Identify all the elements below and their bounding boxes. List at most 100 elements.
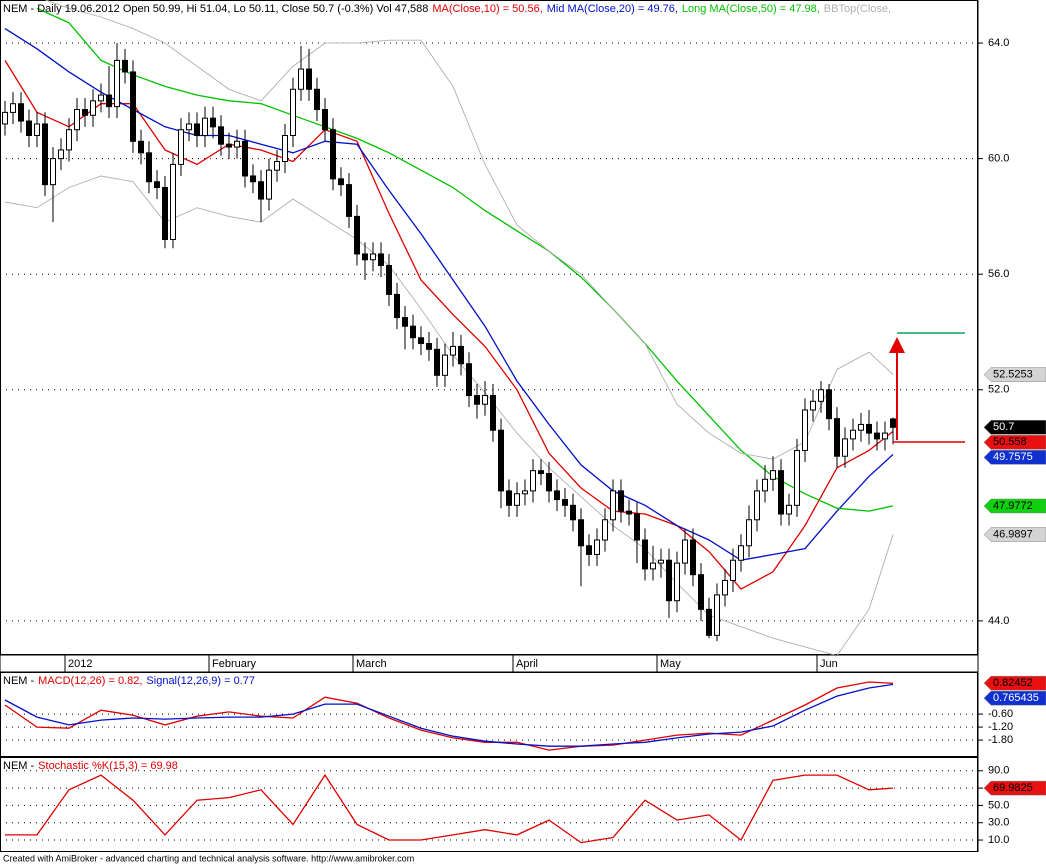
legend-entry: BBTop(Close, [824, 3, 891, 15]
series-line [5, 773, 894, 844]
candle-body [554, 490, 560, 501]
candle-body [890, 418, 896, 428]
candle-body [826, 389, 832, 420]
value-tag: 0.765435 [983, 690, 1046, 706]
candle-body [330, 129, 336, 180]
pane-title: NEM - [3, 760, 35, 772]
value-tag-label: 49.7575 [993, 451, 1033, 463]
legend-entry: Long MA(Close,50) = 47.98, [682, 3, 820, 15]
y-tick-label: -0.60 [988, 708, 1013, 720]
value-tag-box [983, 675, 1046, 691]
candle-body [418, 337, 424, 345]
y-tick-label: -1.80 [988, 734, 1013, 746]
candle-body [794, 449, 800, 506]
candle-body [466, 363, 472, 397]
candle-body [506, 490, 512, 506]
candle-body [834, 418, 840, 457]
candle-body [442, 354, 448, 376]
x-tick-label: April [516, 658, 538, 670]
pane-legend: NEM - Stochastic %K(15,3) = 69.98 [3, 760, 178, 772]
candle-body [522, 490, 528, 495]
candle-body [10, 103, 16, 113]
value-tag-box [983, 420, 1046, 435]
candle-body [186, 123, 192, 131]
candle-body [546, 473, 552, 492]
candle-body [58, 149, 64, 160]
value-tag: 50.558 [983, 435, 1046, 450]
legend-entry: Signal(12,26,9) = 0.77 [146, 675, 255, 687]
candle-body [202, 117, 208, 137]
candle-body [690, 539, 696, 576]
candle-body [762, 478, 768, 492]
candle-body [754, 490, 760, 521]
candle-body [178, 129, 184, 165]
candle-body [474, 395, 480, 405]
value-tag: 50.7 [983, 420, 1046, 435]
value-tag: 69.9825 [983, 780, 1046, 796]
x-tick-label: Jun [820, 658, 838, 670]
candle-body [842, 438, 848, 457]
value-tag-label: 50.558 [993, 436, 1027, 448]
y-tick-label: 52.0 [988, 384, 1009, 396]
candle-body [314, 88, 320, 111]
candle-body [298, 68, 304, 90]
value-tag-label: 46.9897 [993, 528, 1033, 540]
candle-body [658, 559, 664, 564]
value-tag-label: 0.765435 [993, 692, 1039, 704]
y-tick-label: 64.0 [988, 37, 1009, 49]
pane-frame [0, 0, 978, 655]
candle-body [370, 253, 376, 261]
candle-body [194, 123, 200, 137]
series-line [4, 683, 894, 747]
candle-body [362, 253, 368, 261]
candle-body [306, 68, 312, 90]
pane [0, 0, 978, 655]
legend-entry: Mid MA(Close,20) = 49.76, [547, 3, 678, 15]
value-tag-label: 47.9772 [993, 500, 1033, 512]
candle-body [170, 163, 176, 241]
candle-body [722, 579, 728, 596]
candle-body [410, 325, 416, 339]
candle-body [610, 490, 616, 521]
candle-body [866, 423, 872, 434]
legend-entry: MACD(12,26) = 0.82, [38, 675, 142, 687]
x-tick-label: February [212, 658, 257, 670]
candle-body [106, 94, 112, 108]
candle-body [234, 140, 240, 148]
x-tick-label: March [356, 658, 387, 670]
candle-body [714, 594, 720, 636]
candle-body [90, 100, 96, 116]
candle-body [706, 608, 712, 636]
candle-body [250, 175, 256, 183]
value-tag-box [983, 780, 1046, 796]
candle-body [274, 161, 280, 171]
candle-body [738, 545, 744, 561]
candle-body [514, 493, 520, 506]
candle-body [122, 59, 128, 73]
pane [0, 681, 978, 751]
candle-body [66, 129, 72, 151]
candle-body [698, 574, 704, 610]
candle-body [490, 395, 496, 431]
candle-body [138, 140, 144, 154]
value-tag-label: 52.5253 [993, 368, 1033, 380]
candle-body [450, 345, 456, 356]
candle-body [50, 158, 56, 186]
series-line [36, 7, 894, 512]
candle-body [530, 470, 536, 492]
candle-body [162, 187, 168, 241]
y-tick-label: 90.0 [988, 765, 1009, 777]
candle-body [130, 71, 136, 142]
value-tag-box [983, 435, 1046, 450]
x-tick-label: May [660, 658, 681, 670]
value-tag-box [983, 450, 1046, 465]
candle-body [282, 135, 288, 163]
candle-body [618, 490, 624, 512]
candle-body [786, 504, 792, 515]
candle-body [154, 181, 160, 189]
candle-body [570, 504, 576, 521]
value-tag-label: 50.7 [993, 421, 1014, 433]
candle-body [146, 152, 152, 183]
